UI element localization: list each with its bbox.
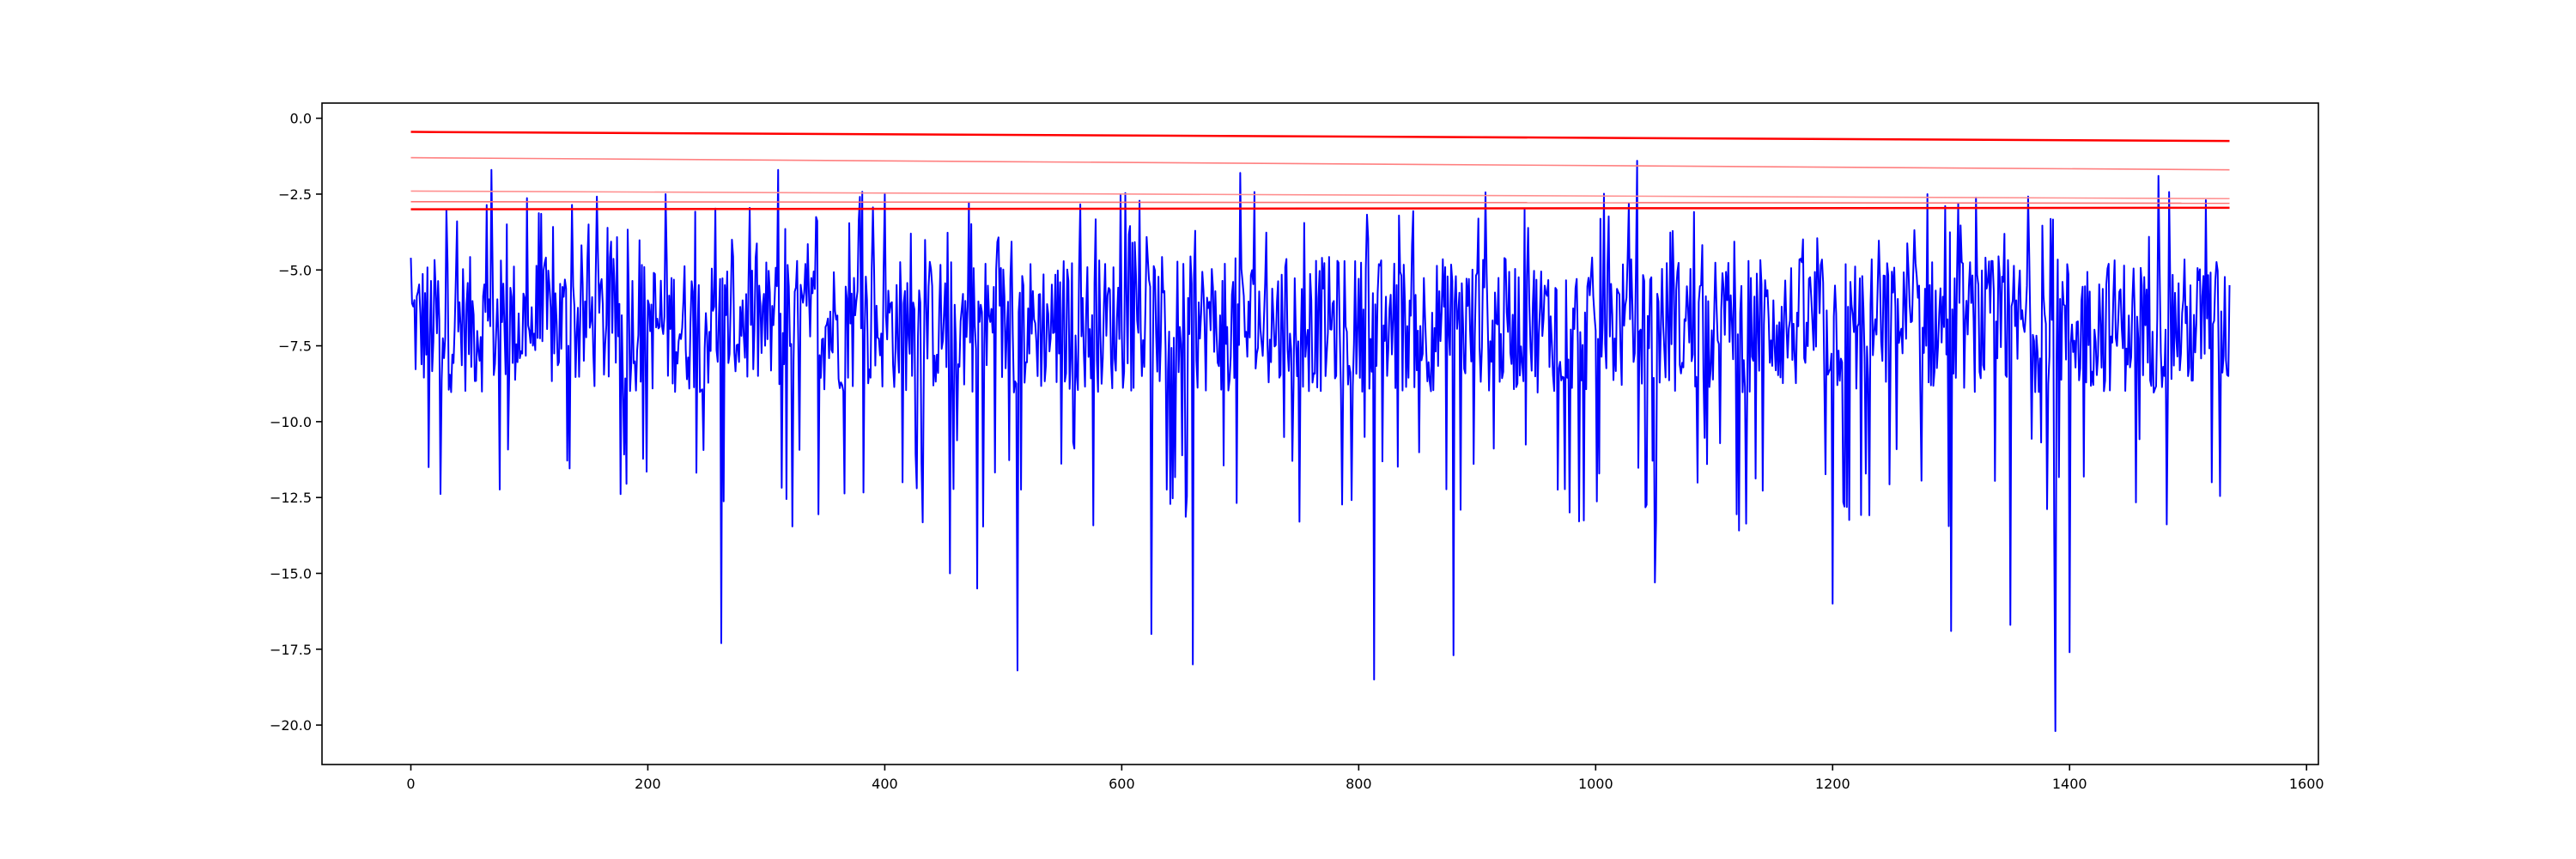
x-axis: 0 200 400 600 800 1000 1200 1400 1600 [406, 765, 2324, 792]
y-tick-label: −12.5 [270, 490, 312, 506]
x-tick-label: 1000 [1578, 776, 1613, 792]
y-tick-label: −15.0 [270, 565, 312, 582]
series-line-red-1 [410, 131, 2230, 143]
plot-area [410, 131, 2231, 733]
x-tick-label: 800 [1346, 776, 1372, 792]
series-line-red-2 [410, 156, 2230, 171]
series-line-red-5 [410, 206, 2230, 210]
x-tick-label: 400 [872, 776, 898, 792]
y-tick-label: −2.5 [278, 186, 312, 203]
y-tick-label: −17.5 [270, 642, 312, 658]
x-tick-label: 600 [1109, 776, 1135, 792]
y-tick-label: −10.0 [270, 414, 312, 430]
y-tick-label: −5.0 [278, 262, 312, 278]
y-axis: 0.0 −2.5 −5.0 −7.5 −10.0 −12.5 −15.0 −17.5 −20.0 [270, 111, 322, 734]
series-line-blue [410, 160, 2231, 733]
series-line-red-4 [410, 200, 2230, 204]
x-tick-label: 1600 [2289, 776, 2324, 792]
series-line-red-3 [410, 190, 2230, 200]
x-tick-label: 1200 [1815, 776, 1850, 792]
y-tick-label: −7.5 [278, 338, 312, 355]
plot-frame [321, 102, 2319, 765]
x-tick-label: 200 [635, 776, 661, 792]
x-tick-label: 0 [406, 776, 415, 792]
x-tick-label: 1400 [2052, 776, 2087, 792]
y-tick-label: −20.0 [270, 717, 312, 734]
y-tick-label: 0.0 [290, 111, 312, 127]
series-layer [410, 131, 2231, 733]
